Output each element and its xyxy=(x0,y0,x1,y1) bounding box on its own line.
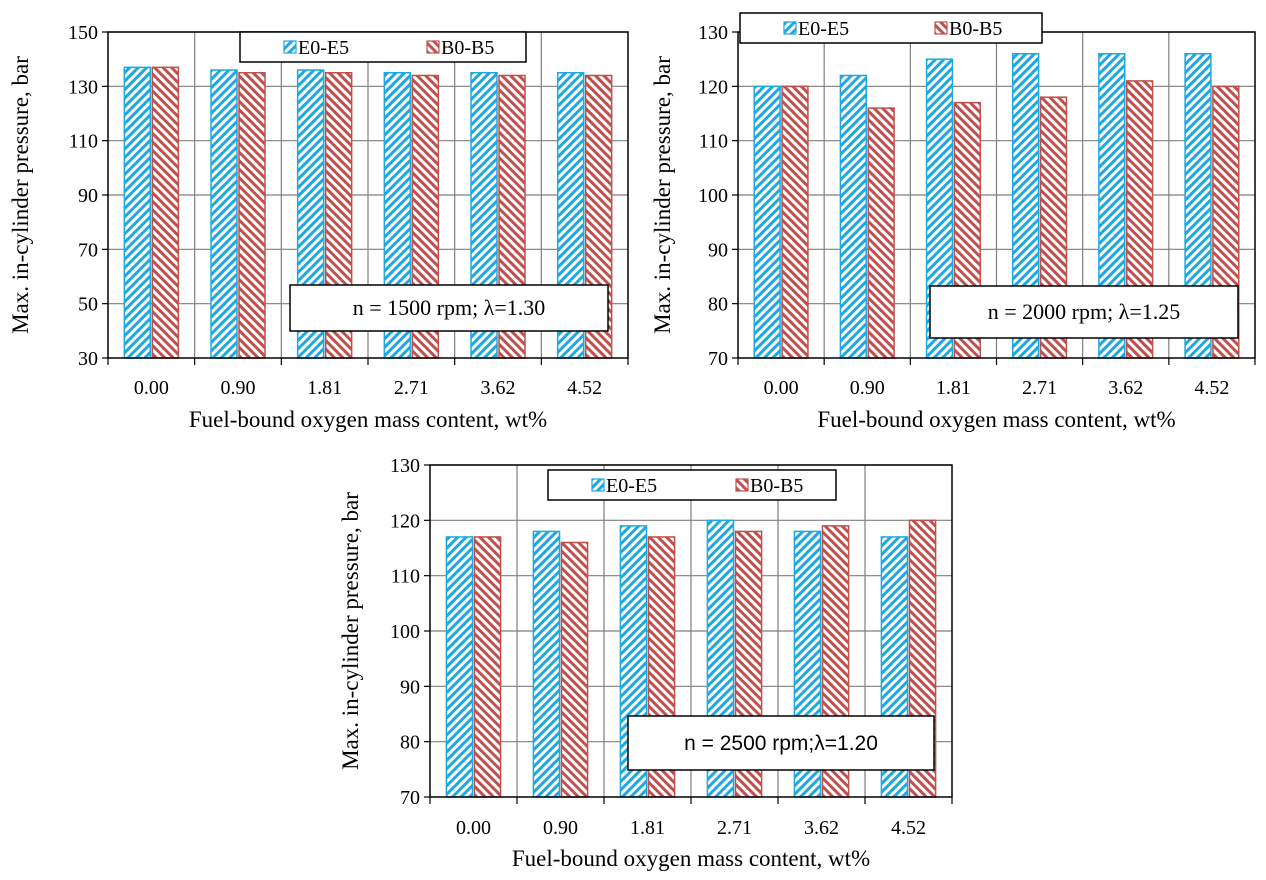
legend-swatch-b0-b5 xyxy=(426,40,440,54)
legend-swatch-b0-b5 xyxy=(934,21,948,35)
condition-box xyxy=(627,715,935,771)
bar-b0-b5-0-90 xyxy=(238,72,266,359)
legend-label-b0-b5: B0-B5 xyxy=(441,37,494,59)
legend-swatch-e0-e5 xyxy=(283,40,297,54)
x-tick-label: 1.81 xyxy=(307,377,342,399)
bar-e0-e5-0-00 xyxy=(445,536,474,798)
x-tick-label: 0.90 xyxy=(850,377,885,399)
bar-b0-b5-0-00 xyxy=(473,536,502,798)
condition-label: n = 1500 rpm; λ=1.30 xyxy=(353,295,546,320)
bar-e0-e5-0-00 xyxy=(123,66,152,359)
bar-b0-b5-0-00 xyxy=(781,85,809,359)
y-tick-label: 90 xyxy=(708,239,728,261)
x-axis-title: Fuel-bound oxygen mass content, wt% xyxy=(512,846,870,871)
y-tick-label: 110 xyxy=(69,131,98,153)
x-tick-label: 3.62 xyxy=(481,377,516,399)
chart-2: 70 80 90 100 110 120 130 0.00 0.90 1.81 2.71 3.62 4.… xyxy=(650,12,1256,432)
x-tick-label: 0.90 xyxy=(221,377,256,399)
y-tick-label: 70 xyxy=(708,348,728,370)
y-tick-label: 120 xyxy=(698,76,728,98)
bar-b0-b5-0-90 xyxy=(560,541,589,798)
x-tick-label: 0.00 xyxy=(764,377,799,399)
x-axis-title: Fuel-bound oxygen mass content, wt% xyxy=(189,407,547,432)
y-tick-label: 110 xyxy=(391,566,420,588)
bar-b0-b5-0-90 xyxy=(867,107,895,359)
y-tick-label: 50 xyxy=(78,294,98,316)
condition-box xyxy=(289,284,609,332)
bar-e0-e5-0-90 xyxy=(839,74,868,359)
y-tick-label: 90 xyxy=(400,676,420,698)
legend: E0-E5 B0-B5 xyxy=(739,12,1043,44)
x-tick-label: 3.62 xyxy=(1108,377,1143,399)
bar-e0-e5-0-00 xyxy=(753,85,781,359)
x-tick-label: 4.52 xyxy=(1194,377,1229,399)
legend-swatch-e0-e5 xyxy=(783,21,797,35)
y-tick-label: 100 xyxy=(698,185,728,207)
y-tick-label: 130 xyxy=(68,76,98,98)
x-tick-label: 1.81 xyxy=(630,817,665,839)
y-tick-label: 70 xyxy=(78,239,98,261)
y-axis-title: Max. in-cylinder pressure, bar xyxy=(338,492,363,770)
y-tick-label: 120 xyxy=(390,510,420,532)
bar-e0-e5-0-90 xyxy=(532,530,561,798)
bar-b0-b5-0-00 xyxy=(151,66,180,359)
x-tick-label: 4.52 xyxy=(891,817,926,839)
chart-1: 30 50 70 90 110 130 150 0.00 0.90 1.81 2.71 3.62 4.5… xyxy=(8,22,629,432)
x-tick-label: 1.81 xyxy=(936,377,971,399)
bar-e0-e5-0-90 xyxy=(210,69,238,359)
x-tick-label: 2.71 xyxy=(1022,377,1057,399)
condition-box xyxy=(929,285,1239,339)
legend-label-b0-b5: B0-B5 xyxy=(750,475,803,497)
x-tick-label: 4.52 xyxy=(567,377,602,399)
x-axis-title: Fuel-bound oxygen mass content, wt% xyxy=(817,407,1175,432)
legend: E0-E5 B0-B5 xyxy=(547,469,837,501)
legend-label-e0-e5: E0-E5 xyxy=(606,475,657,497)
legend-label-e0-e5: E0-E5 xyxy=(798,18,849,40)
y-tick-label: 90 xyxy=(78,185,98,207)
legend-swatch-b0-b5 xyxy=(735,478,749,492)
condition-label: n = 2500 rpm;λ=1.20 xyxy=(684,732,878,755)
x-tick-label: 0.00 xyxy=(134,377,169,399)
legend-swatch-e0-e5 xyxy=(591,478,605,492)
x-tick-label: 3.62 xyxy=(804,817,839,839)
y-tick-label: 80 xyxy=(400,732,420,754)
y-tick-label: 70 xyxy=(400,787,420,809)
y-tick-label: 30 xyxy=(78,348,98,370)
y-tick-label: 80 xyxy=(708,294,728,316)
y-axis-title: Max. in-cylinder pressure, bar xyxy=(650,56,675,334)
y-tick-label: 100 xyxy=(390,621,420,643)
x-tick-label: 0.00 xyxy=(456,817,491,839)
legend: E0-E5 B0-B5 xyxy=(239,31,527,63)
x-tick-label: 2.71 xyxy=(394,377,429,399)
x-tick-label: 2.71 xyxy=(717,817,752,839)
y-tick-label: 130 xyxy=(698,22,728,44)
y-tick-label: 130 xyxy=(390,455,420,477)
y-tick-label: 110 xyxy=(699,131,728,153)
y-axis-title: Max. in-cylinder pressure, bar xyxy=(8,56,33,334)
legend-label-b0-b5: B0-B5 xyxy=(949,18,1002,40)
condition-label: n = 2000 rpm; λ=1.25 xyxy=(988,299,1181,324)
legend-label-e0-e5: E0-E5 xyxy=(298,37,349,59)
chart-3: 70 80 90 100 110 120 130 0.00 0.90 1.81 2.71 3.62 4.… xyxy=(338,455,953,871)
y-tick-label: 150 xyxy=(68,22,98,44)
x-tick-label: 0.90 xyxy=(543,817,578,839)
